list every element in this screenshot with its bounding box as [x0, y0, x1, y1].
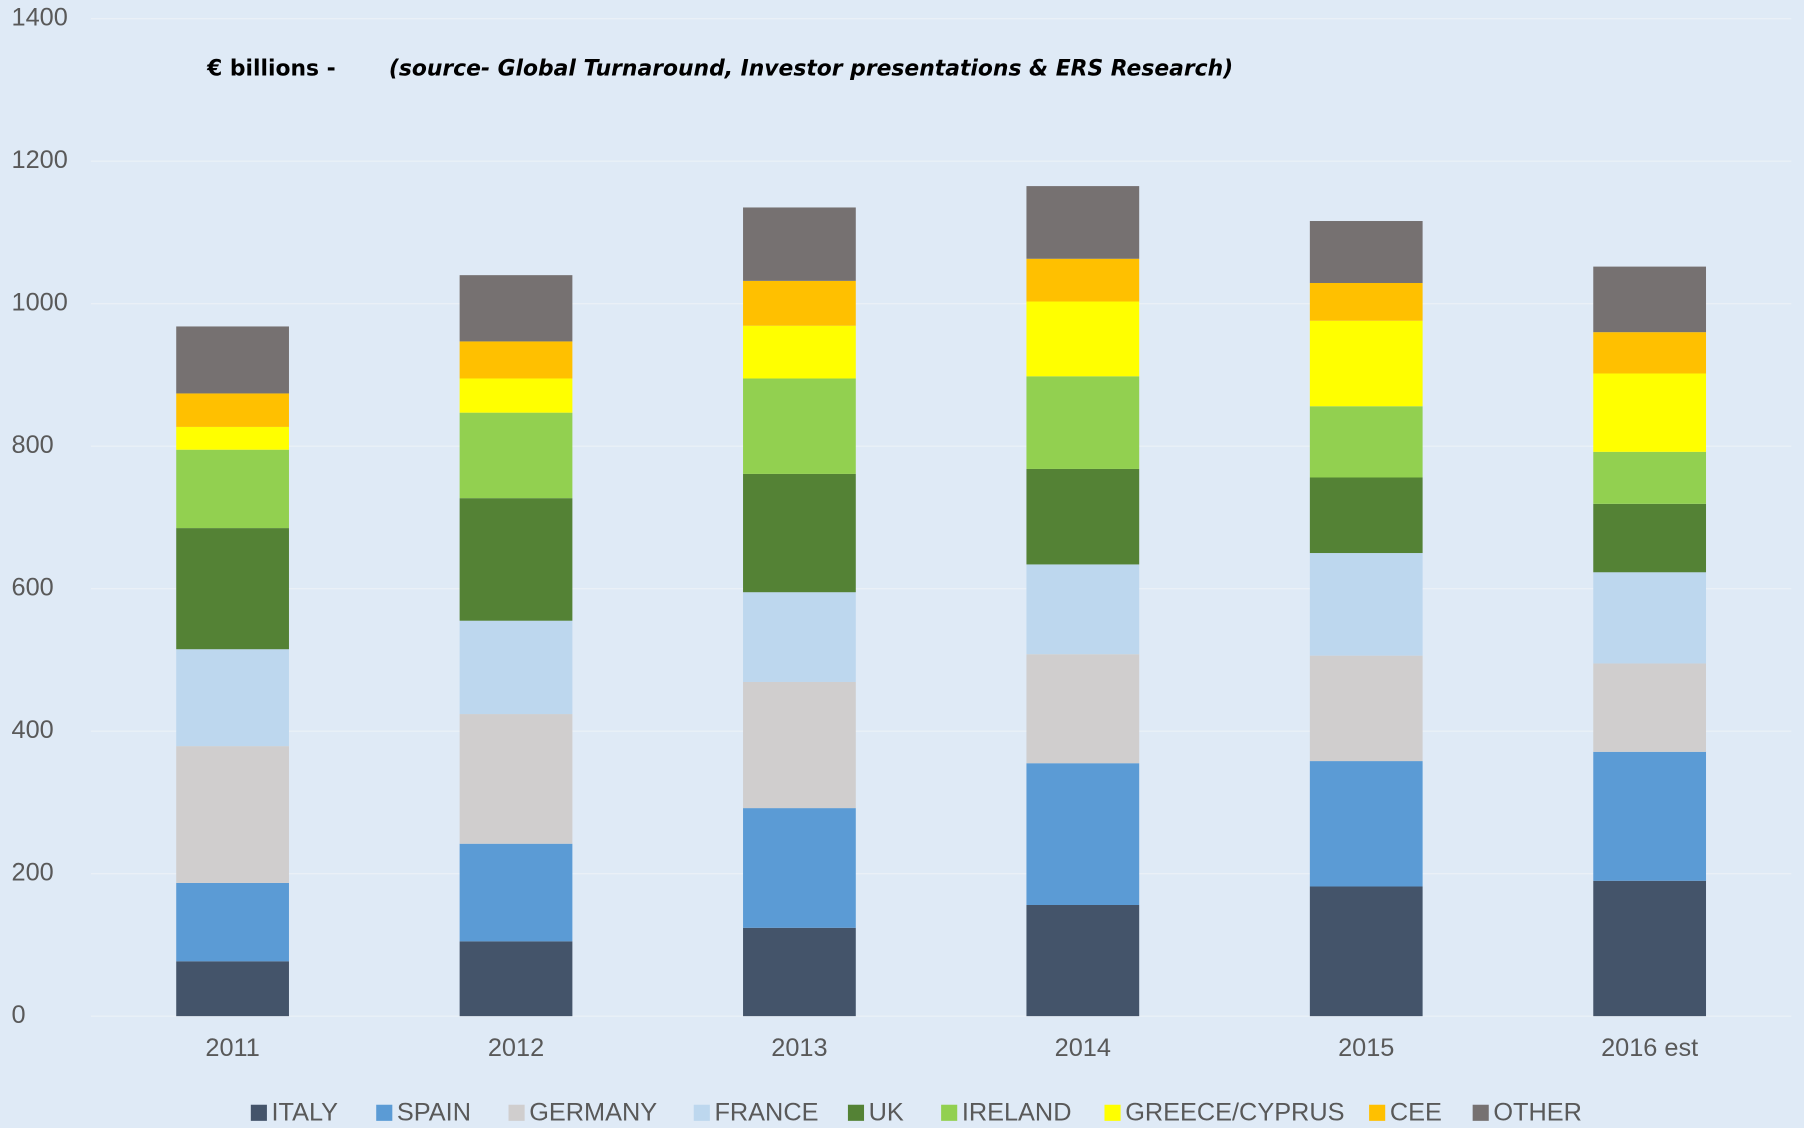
x-tick-label: 2012	[488, 1034, 544, 1062]
bar-segment	[1309, 282, 1423, 321]
bar-segment	[1593, 503, 1707, 573]
legend-label: ITALY	[272, 1099, 339, 1127]
bar-segment	[1593, 373, 1707, 452]
bar-segment	[743, 378, 856, 474]
bar-segment	[743, 325, 856, 379]
bar-segment	[1026, 763, 1140, 906]
bar-segment	[1026, 186, 1140, 259]
bar-segment	[1026, 376, 1140, 469]
bar-segment	[1593, 663, 1707, 752]
bar-segment	[1593, 332, 1707, 374]
bar-segment	[1026, 905, 1140, 1017]
bar-segment	[1026, 654, 1140, 764]
legend-swatch	[847, 1104, 865, 1121]
bar-segment	[743, 927, 856, 1017]
bar-segment	[1309, 406, 1423, 478]
bar-segment	[459, 498, 573, 621]
legend-label: UK	[869, 1099, 904, 1127]
legend-swatch	[693, 1104, 710, 1121]
x-tick-label: 2015	[1338, 1034, 1394, 1062]
bar-segment	[176, 326, 289, 394]
x-tick-label: 2011	[205, 1034, 259, 1062]
legend-label: FRANCE	[714, 1099, 818, 1127]
bar-segment	[1026, 258, 1140, 302]
legend-swatch	[1369, 1104, 1386, 1121]
bar-segment	[176, 426, 289, 450]
bar-segment	[1309, 886, 1423, 1017]
bar-segment	[743, 681, 856, 809]
bar-segment	[743, 808, 856, 928]
x-tick-label: 2013	[771, 1034, 827, 1062]
bar-segment	[459, 941, 573, 1017]
bar-segment	[1309, 553, 1423, 656]
bar-segment	[1026, 468, 1140, 565]
bar-segment	[743, 473, 856, 593]
legend-swatch	[1104, 1104, 1121, 1121]
bar-segment	[1309, 477, 1423, 554]
legend-label: CEE	[1390, 1099, 1442, 1127]
bar-segment	[459, 275, 573, 342]
legend-label: GREECE/CYPRUS	[1125, 1099, 1344, 1127]
bar-segment	[1026, 564, 1140, 655]
bar-segment	[743, 592, 856, 682]
legend-label: OTHER	[1493, 1099, 1582, 1127]
y-tick-label: 800	[12, 431, 54, 459]
legend-label: GERMANY	[529, 1099, 657, 1127]
source-note: (source- Global Turnaround, Investor pre…	[389, 56, 1233, 81]
legend-label: IRELAND	[962, 1099, 1072, 1127]
bar-segment	[176, 746, 289, 883]
bar-segment	[459, 843, 573, 942]
bar-segment	[176, 449, 289, 529]
bar-segment	[459, 714, 573, 844]
bar-segment	[459, 341, 573, 379]
bar-segment	[1593, 266, 1707, 333]
y-tick-label: 1200	[12, 146, 68, 174]
bar-segment	[1593, 451, 1707, 504]
bar-segment	[176, 393, 289, 427]
bar-segment	[743, 280, 856, 326]
bar-segment	[176, 882, 289, 962]
bar-segment	[743, 207, 856, 281]
y-tick-label: 0	[12, 1001, 26, 1029]
bar-segment	[1593, 880, 1707, 1017]
bar-segment	[1026, 301, 1140, 377]
y-tick-label: 200	[12, 858, 54, 886]
legend-swatch	[376, 1104, 393, 1121]
bar-segment	[459, 378, 573, 413]
bar-segment	[1309, 320, 1423, 407]
bar-segment	[176, 528, 289, 650]
bar-segment	[176, 649, 289, 747]
legend-swatch	[250, 1104, 267, 1121]
y-tick-label: 600	[12, 573, 54, 601]
legend-swatch	[941, 1104, 958, 1121]
bar-segment	[459, 412, 573, 499]
y-tick-label: 400	[12, 716, 54, 744]
bar-segment	[459, 620, 573, 715]
legend-swatch	[508, 1104, 525, 1121]
bar-segment	[1593, 751, 1707, 881]
legend-label: SPAIN	[397, 1099, 471, 1127]
unit-note: € billions -	[206, 56, 336, 81]
bar-segment	[1309, 761, 1423, 887]
y-tick-label: 1000	[12, 288, 68, 316]
bar-segment	[1309, 655, 1423, 762]
x-tick-label: 2016 est	[1601, 1034, 1698, 1062]
x-tick-label: 2014	[1055, 1034, 1111, 1062]
legend-swatch	[1472, 1104, 1489, 1121]
y-tick-label: 1400	[12, 3, 68, 31]
bar-segment	[1593, 572, 1707, 664]
bar-segment	[176, 961, 289, 1017]
bar-segment	[1309, 221, 1423, 283]
